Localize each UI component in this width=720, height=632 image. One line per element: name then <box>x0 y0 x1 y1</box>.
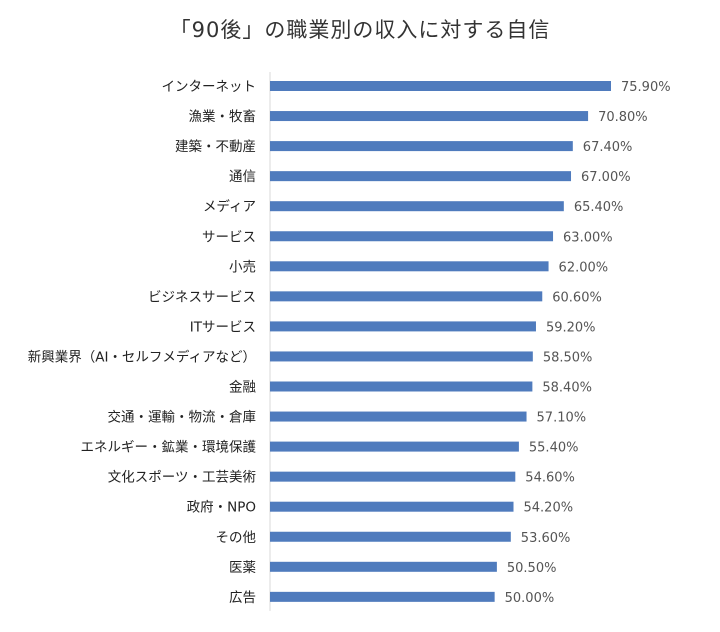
bar <box>270 531 511 542</box>
data-label: 70.80% <box>598 110 648 125</box>
category-label: サービス <box>202 229 256 245</box>
bar <box>270 171 572 182</box>
category-label: 医薬 <box>229 560 256 576</box>
bar <box>270 561 497 572</box>
bar <box>270 351 533 362</box>
category-label: メディア <box>203 198 256 215</box>
category-label: ITサービス <box>190 319 256 335</box>
data-label: 57.10% <box>537 411 587 426</box>
bar <box>270 501 514 512</box>
chart-title: 「90後」の職業別の収入に対する自信 <box>169 18 551 42</box>
bar <box>270 411 527 422</box>
bar <box>270 441 519 452</box>
data-label: 58.40% <box>542 381 592 396</box>
category-label: 文化スポーツ・工芸美術 <box>108 470 256 486</box>
data-label: 60.60% <box>552 290 602 305</box>
category-label: その他 <box>216 530 257 546</box>
category-label: 通信 <box>229 169 256 185</box>
category-label: 広告 <box>229 590 256 606</box>
category-label: インターネット <box>162 79 257 95</box>
category-label: 建築・不動産 <box>175 139 256 155</box>
data-label: 75.90% <box>621 80 671 95</box>
bar <box>270 261 549 272</box>
category-label: ビジネスサービス <box>148 289 256 305</box>
category-label: 小売 <box>229 259 256 275</box>
data-label: 58.50% <box>543 350 593 365</box>
bar <box>270 231 554 242</box>
bar <box>270 81 611 91</box>
data-label: 55.40% <box>529 441 579 456</box>
category-label: エネルギー・鉱業・環境保護 <box>81 440 257 456</box>
category-label: 政府・NPO <box>187 500 256 516</box>
data-label: 63.00% <box>563 230 613 245</box>
bar <box>270 291 543 302</box>
bar <box>270 111 589 122</box>
data-label: 65.40% <box>574 200 624 215</box>
data-label: 50.00% <box>505 591 555 606</box>
bar <box>270 201 564 212</box>
data-label: 62.00% <box>559 260 609 275</box>
category-label: 交通・運輸・物流・倉庫 <box>108 409 257 426</box>
category-label: 漁業・牧畜 <box>189 109 257 125</box>
data-label: 59.20% <box>546 320 596 335</box>
category-label: 新興業界（AI・セルフメディアなど） <box>28 348 256 365</box>
bar <box>270 471 516 482</box>
bar <box>270 591 495 602</box>
data-label: 54.20% <box>524 501 574 516</box>
data-label: 67.40% <box>583 140 633 155</box>
bar <box>270 321 536 332</box>
category-label: 金融 <box>229 380 256 396</box>
data-label: 67.00% <box>581 170 631 185</box>
bar <box>270 141 573 152</box>
data-label: 53.60% <box>521 531 571 546</box>
data-label: 50.50% <box>507 561 557 576</box>
bar <box>270 381 533 392</box>
data-label: 54.60% <box>525 471 575 486</box>
